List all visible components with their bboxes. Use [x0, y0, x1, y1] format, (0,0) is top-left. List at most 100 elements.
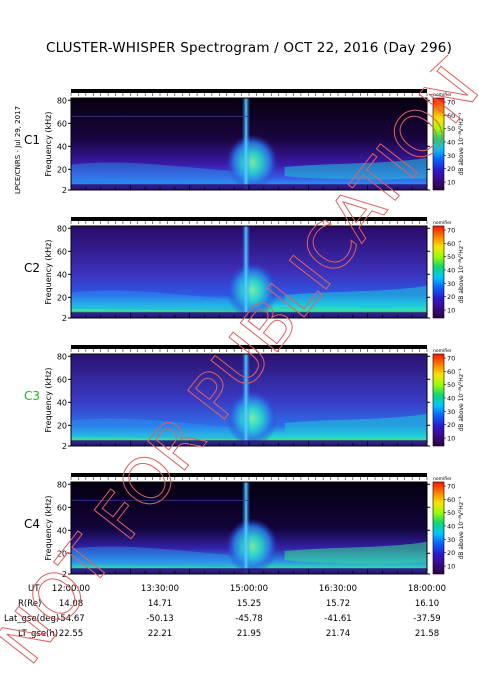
- y-tick-label: 2: [62, 570, 67, 579]
- ephemeris-label: Lat_gse(deg): [4, 614, 59, 624]
- y-tick-label: 60: [57, 247, 67, 256]
- colorbar-top-label: nomifier: [433, 92, 452, 98]
- spectrogram-spike: [242, 354, 251, 446]
- colorbar-tick-label: 20: [447, 293, 455, 301]
- y-tick-label: 40: [57, 142, 67, 151]
- y-tick-label: 2: [62, 442, 67, 451]
- colorbar-tick-label: 30: [447, 408, 455, 416]
- y-tick-label: 20: [57, 549, 67, 558]
- spectrogram-band: [71, 162, 244, 184]
- y-tick-label: 20: [57, 165, 67, 174]
- colorbar-tick-label: 40: [447, 139, 455, 147]
- colorbar-tick-label: 40: [447, 523, 455, 531]
- y-tick-label: 2: [62, 186, 67, 195]
- y-axis-label: Frequency (kHz): [44, 496, 53, 561]
- ephemeris-value: -50.13: [146, 614, 173, 624]
- colorbar-tick-label: 10: [447, 435, 455, 443]
- y-tick-label: 2: [62, 314, 67, 323]
- spectrogram-band: [284, 413, 427, 436]
- spectrogram-band: [284, 541, 427, 564]
- spectrogram-spike: [242, 98, 251, 190]
- y-tick-label: 80: [57, 352, 67, 361]
- spectrogram-spike: [242, 226, 251, 318]
- ephemeris-value: -37.59: [413, 614, 440, 624]
- ephemeris-value: 22.55: [59, 629, 83, 639]
- colorbar-tick-label: 70: [447, 99, 455, 107]
- y-tick-label: 40: [57, 398, 67, 407]
- ephemeris-value: 18:00:00: [408, 584, 446, 594]
- colorbar: [432, 353, 445, 447]
- colorbar-tick-label: 70: [447, 355, 455, 363]
- ephemeris-value: 15.72: [326, 599, 350, 609]
- ephemeris-value: -41.61: [324, 614, 351, 624]
- colorbar-tick-label: 40: [447, 395, 455, 403]
- ephemeris-value: 14.08: [59, 599, 83, 609]
- colorbar-tick-label: 50: [447, 253, 455, 261]
- spectrogram-band: [71, 290, 244, 312]
- panel-label: C3: [24, 389, 40, 403]
- ephemeris-value: 14.71: [148, 599, 172, 609]
- colorbar-tick-label: 70: [447, 227, 455, 235]
- ephemeris-table: UT 12:00:00 13:30:00 15:00:00 16:30:00 18:00:…: [4, 584, 446, 639]
- y-tick-label: 80: [57, 96, 67, 105]
- ephemeris-value: 15.25: [237, 599, 261, 609]
- panel-label: C2: [24, 261, 40, 275]
- ephemeris-label: R(Re): [18, 599, 41, 609]
- colorbar-tick-label: 60: [447, 496, 455, 504]
- ephemeris-value: 21.58: [415, 629, 439, 639]
- ephemeris-value: 16.10: [415, 599, 439, 609]
- colorbar-tick-label: 10: [447, 307, 455, 315]
- ephemeris-value: 21.95: [237, 629, 261, 639]
- ephemeris-value: 12:00:00: [52, 584, 90, 594]
- y-tick-label: 60: [57, 119, 67, 128]
- spectrogram-band: [284, 157, 427, 180]
- panel-top-bar: [71, 345, 427, 349]
- y-tick-label: 20: [57, 421, 67, 430]
- panel-top-bar: [71, 217, 427, 221]
- colorbar-tick-label: 10: [447, 563, 455, 571]
- ephemeris-label: LT_gse(h): [18, 629, 58, 639]
- ephemeris-value: 22.21: [148, 629, 172, 639]
- y-tick-label: 40: [57, 526, 67, 535]
- ephemeris-value: 15:00:00: [230, 584, 268, 594]
- y-tick-label: 20: [57, 293, 67, 302]
- colorbar-top-label: nomifier: [433, 348, 452, 354]
- colorbar-tick-label: 40: [447, 267, 455, 275]
- colorbar-label: dB above 10⁻⁸V²Hz⁻¹: [458, 240, 465, 304]
- colorbar-tick-label: 20: [447, 549, 455, 557]
- colorbar: [432, 481, 445, 575]
- ephemeris-value: 16:30:00: [319, 584, 357, 594]
- colorbar-tick-label: 50: [447, 125, 455, 133]
- y-tick-label: 80: [57, 480, 67, 489]
- colorbar-tick-label: 30: [447, 536, 455, 544]
- y-axis-label: Frequency (kHz): [44, 112, 53, 177]
- spectrogram-burst: [225, 390, 278, 447]
- colorbar: [432, 97, 445, 191]
- spectrogram-burst: [225, 134, 278, 191]
- ephemeris-value: 21.74: [326, 629, 350, 639]
- colorbar-label: dB above 10⁻⁸V²Hz⁻¹: [458, 112, 465, 176]
- panel-top-bar: [71, 473, 427, 477]
- colorbar-tick-label: 70: [447, 483, 455, 491]
- spectrogram-band: [71, 546, 244, 568]
- colorbar-tick-label: 30: [447, 280, 455, 288]
- spectrogram-burst: [225, 262, 278, 319]
- colorbar-tick-label: 20: [447, 165, 455, 173]
- colorbar-label: dB above 10⁻⁸V²Hz⁻¹: [458, 496, 465, 560]
- colorbar-tick-label: 60: [447, 368, 455, 376]
- colorbar: [432, 225, 445, 319]
- spectrogram-band: [284, 285, 427, 308]
- y-axis-label: Frequency (kHz): [44, 240, 53, 305]
- y-axis-label: Frequency (kHz): [44, 368, 53, 433]
- colorbar-label: dB above 10⁻⁸V²Hz⁻¹: [458, 368, 465, 432]
- colorbar-tick-label: 50: [447, 381, 455, 389]
- panel-label: C1: [24, 133, 40, 147]
- colorbar-tick-label: 10: [447, 179, 455, 187]
- colorbar-tick-label: 30: [447, 152, 455, 160]
- ephemeris-label: UT: [28, 584, 40, 594]
